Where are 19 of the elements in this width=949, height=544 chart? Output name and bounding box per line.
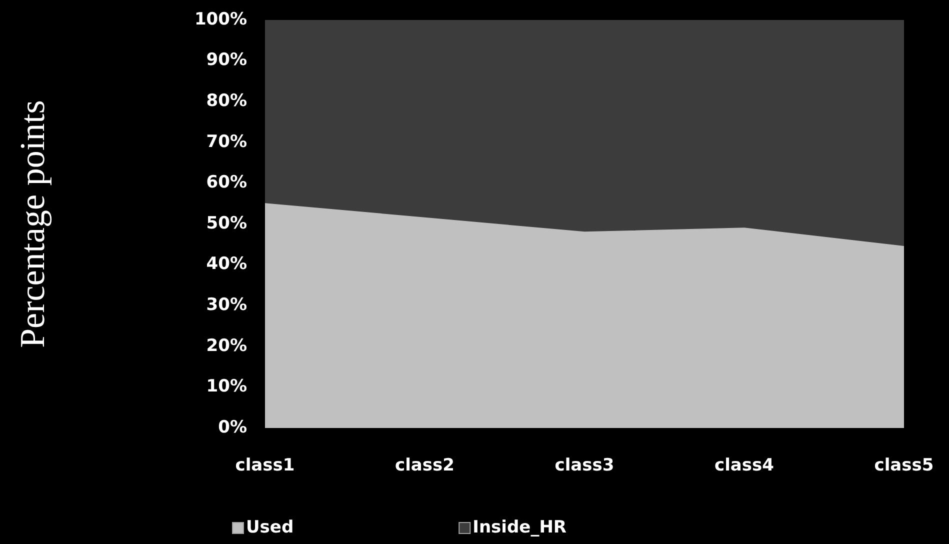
x-tick-label: class4 [714,456,774,476]
y-tick-label: 100% [194,9,247,30]
x-tick-label: class1 [235,456,295,476]
y-tick-label: 10% [206,376,247,397]
y-tick-label: 50% [206,213,247,234]
y-axis-title: Percentage points [13,100,52,348]
y-tick-label: 40% [206,254,247,274]
x-tick-label: class5 [874,456,934,476]
y-tick-label: 90% [206,50,247,70]
y-tick-label: 0% [218,417,247,438]
y-tick-label: 60% [206,172,247,193]
y-tick-label: 70% [206,132,247,152]
x-tick-label: class2 [395,456,454,476]
y-tick-label: 20% [206,336,247,356]
legend-label: Inside_HR [472,517,567,538]
y-tick-label: 30% [206,295,247,316]
y-tick-label: 80% [206,91,247,112]
legend-label: Used [246,517,294,538]
x-tick-label: class3 [554,456,614,476]
